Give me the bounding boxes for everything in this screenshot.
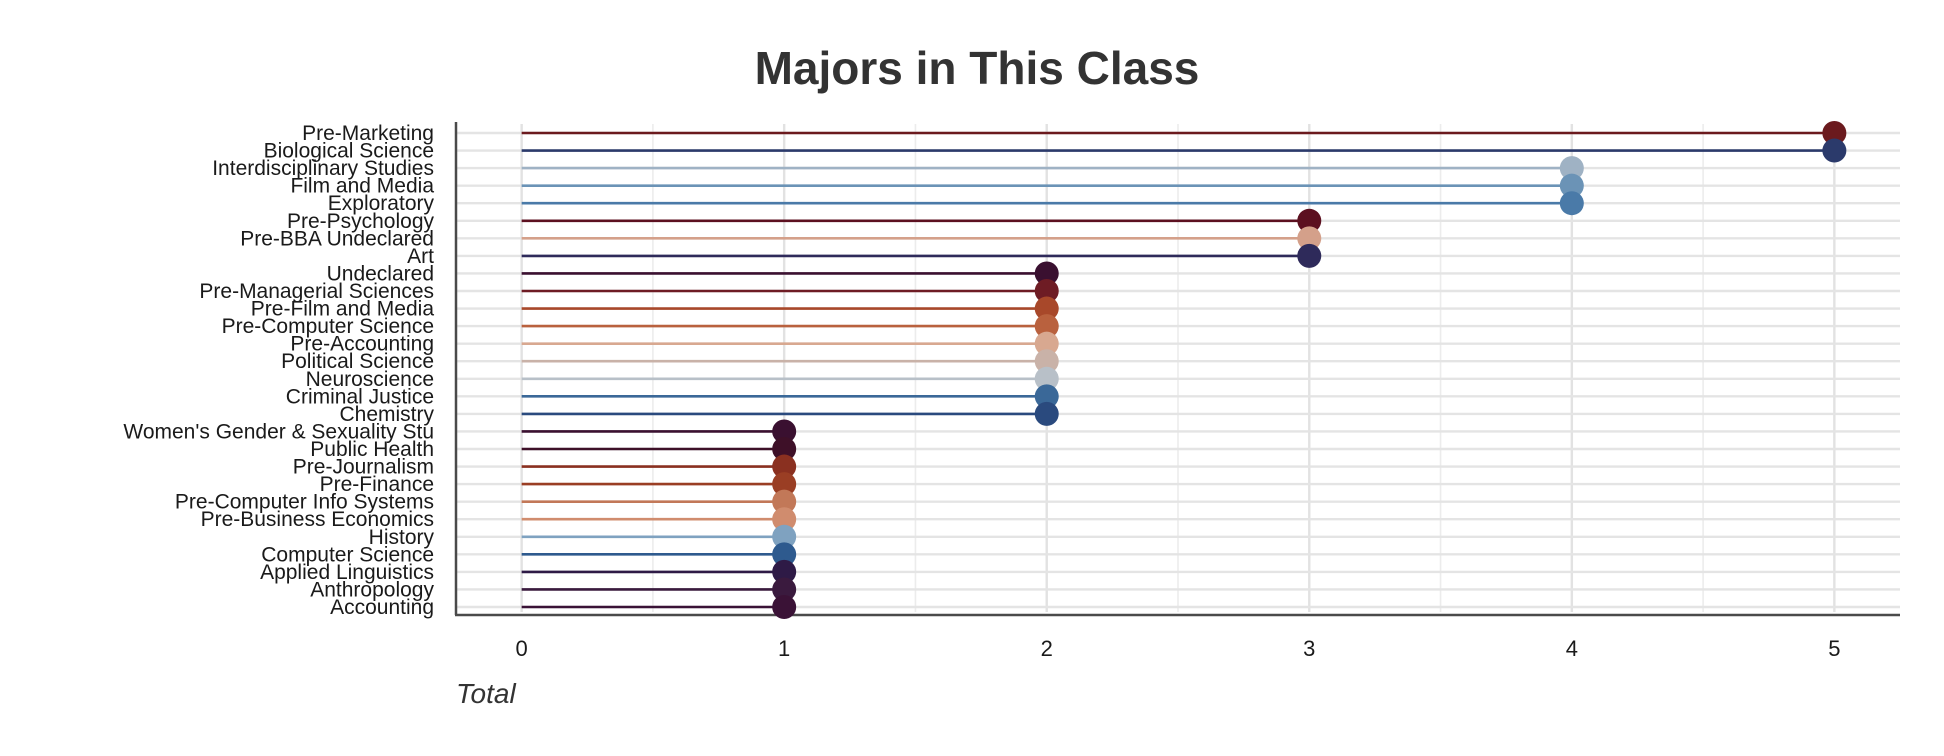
category-label: Anthropology xyxy=(310,578,434,601)
lollipop-dot xyxy=(1297,208,1322,233)
lollipop-dot xyxy=(1297,226,1322,251)
x-tick-label: 3 xyxy=(1303,636,1315,661)
axes xyxy=(454,122,1900,617)
lollipop-dot xyxy=(1034,349,1059,374)
category-label: Pre-BBA Undeclared xyxy=(240,227,434,250)
category-label: Pre-Psychology xyxy=(287,210,435,233)
category-label: Pre-Managerial Sciences xyxy=(199,280,434,303)
x-axis-title: Total xyxy=(456,678,516,709)
lollipop-dot xyxy=(1034,296,1059,321)
category-label: Pre-Journalism xyxy=(293,456,434,479)
category-label: Pre-Computer Science xyxy=(222,315,434,338)
chart-title: Majors in This Class xyxy=(755,42,1200,94)
category-label: Art xyxy=(407,245,434,268)
category-label: Public Health xyxy=(310,438,434,461)
category-label: Pre-Finance xyxy=(320,473,434,496)
x-tick-label: 0 xyxy=(516,636,528,661)
category-label: Pre-Film and Media xyxy=(251,298,435,321)
lollipop-dot xyxy=(772,472,797,497)
lollipop-dot xyxy=(772,577,797,602)
category-label: Applied Linguistics xyxy=(260,561,434,584)
category-label: Political Science xyxy=(281,350,434,373)
lollipop-dot xyxy=(1297,243,1322,268)
lollipop-dot xyxy=(772,507,797,532)
category-label: Criminal Justice xyxy=(286,385,434,408)
lollipop-dot xyxy=(772,559,797,584)
lollipop-dots xyxy=(772,121,1847,619)
category-label: Chemistry xyxy=(339,403,434,426)
lollipop-dot xyxy=(1034,366,1059,391)
category-label: Interdisciplinary Studies xyxy=(212,157,434,180)
lollipop-dot xyxy=(772,595,797,619)
lollipop-dot xyxy=(1559,173,1584,198)
category-label: Pre-Computer Info Systems xyxy=(175,491,434,514)
x-tick-label: 1 xyxy=(778,636,790,661)
lollipop-stems xyxy=(521,131,1835,609)
category-label: Exploratory xyxy=(328,192,435,215)
lollipop-dot xyxy=(1034,314,1059,339)
x-tick-label: 2 xyxy=(1041,636,1053,661)
lollipop-dot xyxy=(1034,279,1059,303)
category-label: Computer Science xyxy=(261,543,434,566)
lollipop-dot xyxy=(1034,401,1059,426)
grid xyxy=(456,124,1900,612)
lollipop-dot xyxy=(772,419,797,444)
lollipop-dot xyxy=(772,489,797,514)
lollipop-dot xyxy=(1822,138,1847,163)
category-label: Accounting xyxy=(330,596,434,619)
x-tick-labels: 0 1 2 3 4 5 xyxy=(516,636,1841,661)
x-tick-label: 5 xyxy=(1828,636,1840,661)
category-label: Film and Media xyxy=(290,175,434,198)
lollipop-dot xyxy=(772,437,797,461)
lollipop-dot xyxy=(1822,121,1847,145)
lollipop-dot xyxy=(772,454,797,479)
category-label: Neuroscience xyxy=(306,368,434,391)
category-label: Undeclared xyxy=(327,262,434,285)
lollipop-dot xyxy=(1034,261,1059,286)
category-label: Biological Science xyxy=(264,140,434,163)
lollipop-dot xyxy=(1034,384,1059,409)
lollipop-dot xyxy=(1034,331,1059,356)
category-label: Women's Gender & Sexuality Stu xyxy=(123,420,434,443)
lollipop-dot xyxy=(1559,191,1584,216)
category-label: Pre-Accounting xyxy=(290,333,434,356)
x-tick-label: 4 xyxy=(1566,636,1578,661)
lollipop-dot xyxy=(772,524,797,549)
category-label: Pre-Business Economics xyxy=(201,508,434,531)
lollipop-dot xyxy=(1559,156,1584,181)
category-label: Pre-Marketing xyxy=(302,122,434,145)
category-label: History xyxy=(369,526,435,549)
lollipop-dot xyxy=(772,542,797,567)
